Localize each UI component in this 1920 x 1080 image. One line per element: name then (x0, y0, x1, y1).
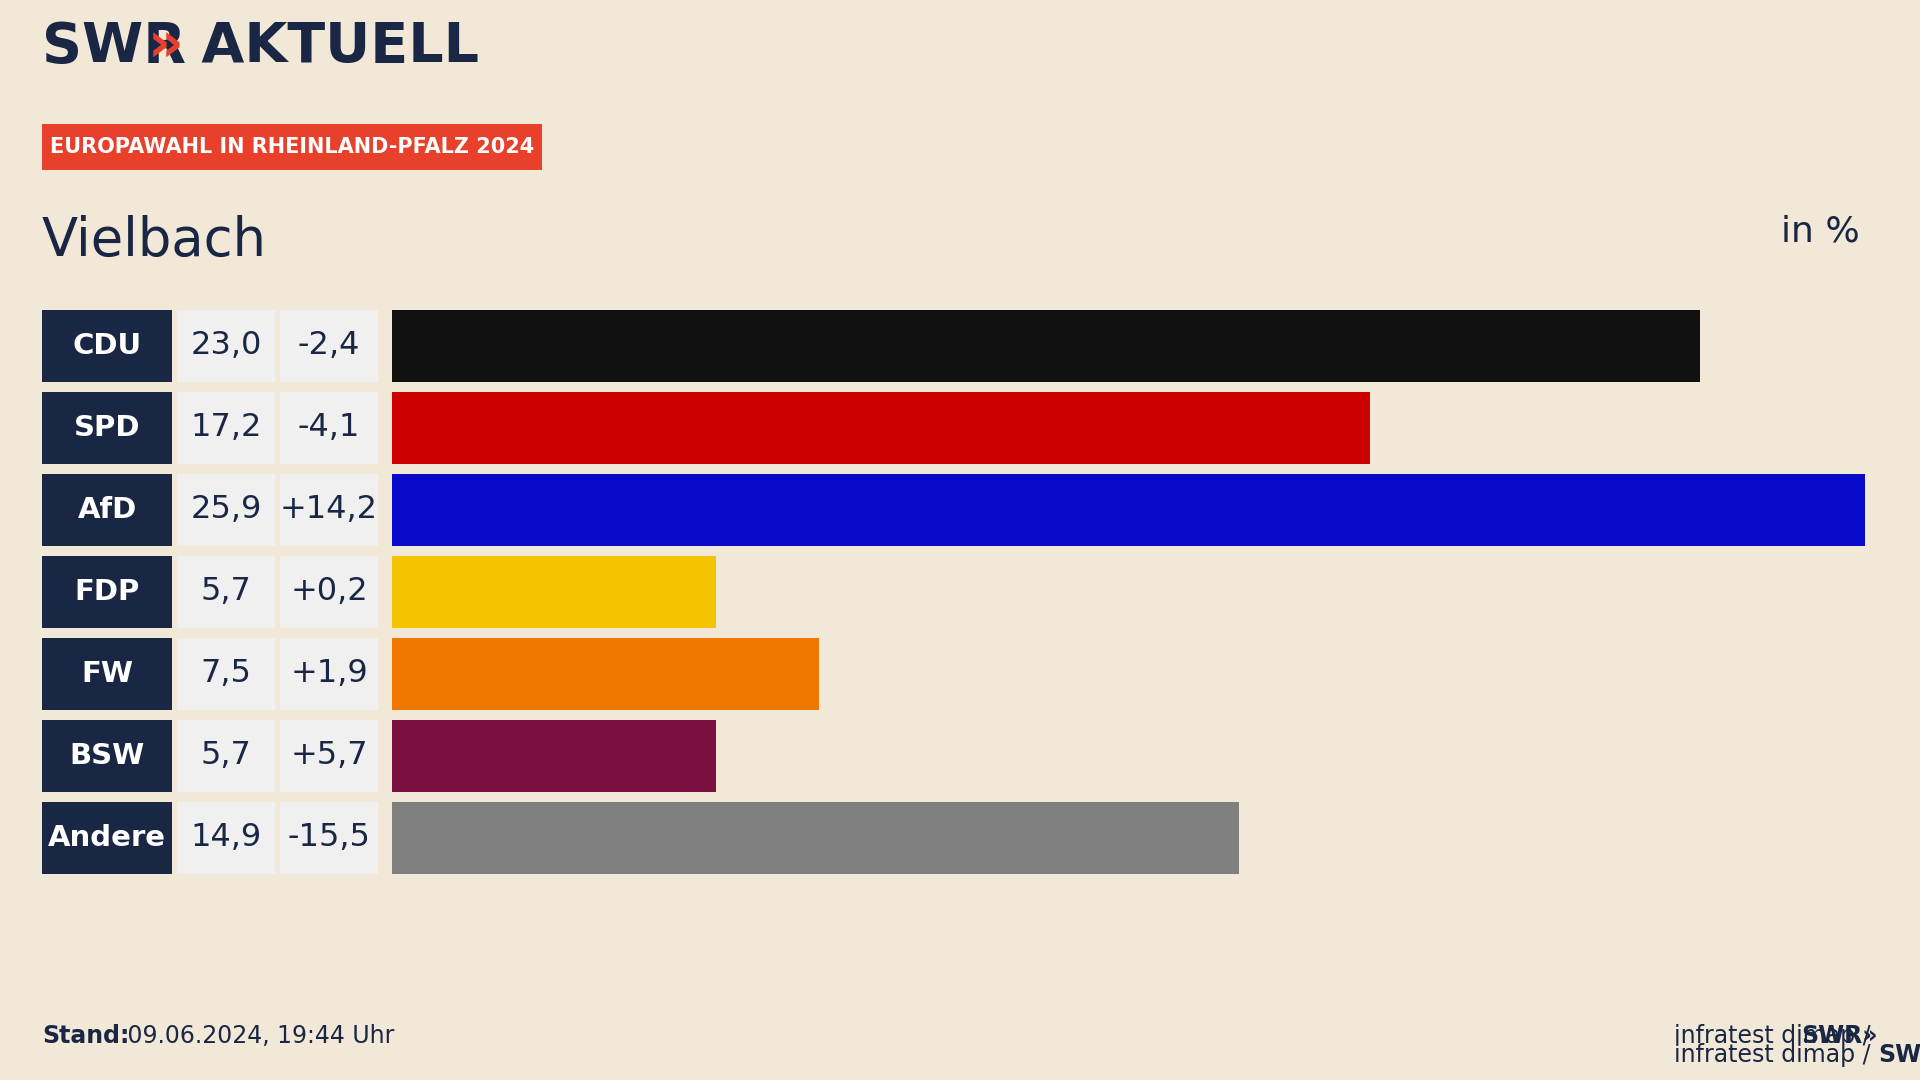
Text: 7,5: 7,5 (200, 659, 252, 689)
Text: infratest dimap /: infratest dimap / (1674, 1024, 1878, 1048)
Text: 09.06.2024, 19:44 Uhr: 09.06.2024, 19:44 Uhr (119, 1024, 394, 1048)
Text: in %: in % (1782, 215, 1860, 249)
Text: +5,7: +5,7 (290, 741, 369, 771)
Text: »: » (148, 21, 184, 75)
Text: +1,9: +1,9 (290, 659, 369, 689)
Text: FDP: FDP (75, 578, 140, 606)
Text: -2,4: -2,4 (298, 330, 361, 362)
Text: 17,2: 17,2 (190, 413, 261, 444)
Text: Vielbach: Vielbach (42, 215, 267, 267)
Text: Andere: Andere (48, 824, 165, 852)
Text: AKTUELL: AKTUELL (182, 21, 478, 75)
Text: BSW: BSW (69, 742, 144, 770)
Text: 25,9: 25,9 (190, 495, 261, 526)
Text: EUROPAWAHL IN RHEINLAND-PFALZ 2024: EUROPAWAHL IN RHEINLAND-PFALZ 2024 (50, 137, 534, 157)
Text: 5,7: 5,7 (200, 741, 252, 771)
Text: +0,2: +0,2 (290, 577, 369, 607)
Text: -4,1: -4,1 (298, 413, 361, 444)
Text: SWR: SWR (42, 21, 186, 75)
Text: 14,9: 14,9 (190, 823, 261, 853)
Text: CDU: CDU (73, 332, 142, 360)
Text: SWR»: SWR» (1878, 1043, 1920, 1067)
Text: +14,2: +14,2 (280, 495, 378, 526)
Text: FW: FW (81, 660, 132, 688)
Text: 5,7: 5,7 (200, 577, 252, 607)
Text: Stand:: Stand: (42, 1024, 129, 1048)
Text: 23,0: 23,0 (190, 330, 261, 362)
Text: AfD: AfD (77, 496, 136, 524)
Text: -15,5: -15,5 (288, 823, 371, 853)
Text: SPD: SPD (73, 414, 140, 442)
Text: SWR»: SWR» (1801, 1024, 1878, 1048)
Text: infratest dimap /: infratest dimap / (1674, 1043, 1878, 1067)
